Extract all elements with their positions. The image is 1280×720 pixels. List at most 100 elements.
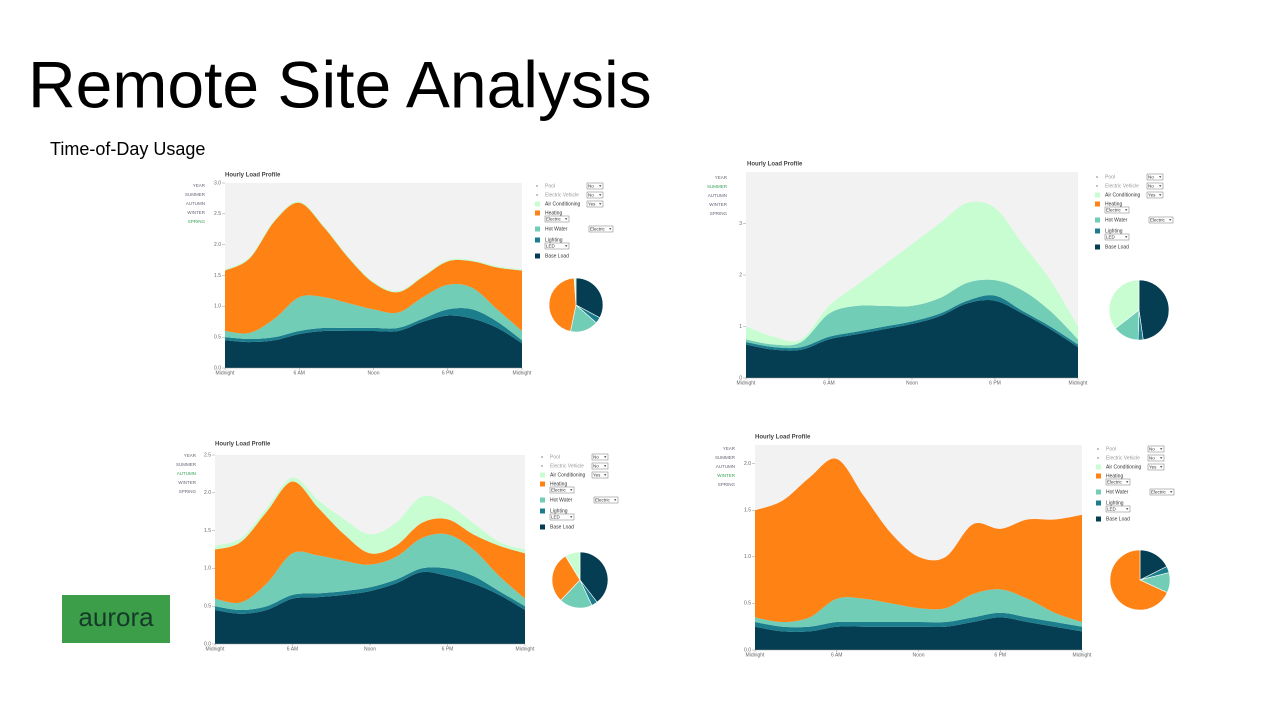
season-option: AUTUMN	[708, 193, 727, 198]
dropdown	[1148, 216, 1174, 224]
legend-marker	[540, 481, 545, 487]
dropdown	[588, 225, 614, 233]
area	[215, 481, 525, 604]
dropdown-arrow	[609, 228, 612, 230]
season-option: YEAR	[193, 183, 206, 188]
dropdown	[586, 191, 604, 199]
dropdown-value: Electric	[1150, 217, 1166, 222]
dropdown	[544, 242, 570, 250]
dropdown	[549, 513, 575, 521]
x-tick-label: Noon	[364, 646, 376, 652]
dropdown-value: LED	[1106, 234, 1116, 239]
chart-title: Hourly Load Profile	[747, 162, 803, 168]
dropdown-value: No	[593, 463, 599, 468]
legend-label: Heating	[1105, 201, 1122, 207]
dropdown	[591, 462, 609, 470]
dropdown	[591, 453, 609, 461]
legend-marker	[536, 185, 538, 187]
legend-marker	[1096, 185, 1098, 187]
area	[746, 201, 1078, 346]
legend-label: Air Conditioning	[1105, 192, 1141, 198]
legend-marker	[540, 497, 545, 503]
y-tick-label: 0.5	[214, 334, 221, 340]
dropdown-value: No	[1149, 455, 1155, 460]
dropdown	[1147, 454, 1165, 462]
x-tick-label: Midnight	[516, 646, 536, 652]
legend-label: Heating	[550, 481, 567, 487]
dropdown	[586, 182, 604, 190]
area	[755, 612, 1082, 632]
dropdown-arrow	[570, 489, 573, 491]
y-tick-label: 1	[739, 324, 742, 330]
legend-marker	[535, 201, 540, 207]
dropdown-value: Yes	[593, 472, 601, 477]
x-tick-label: Midnight	[216, 370, 236, 376]
area	[225, 202, 522, 334]
dropdown	[1147, 445, 1165, 453]
dropdown-value: No	[1148, 174, 1154, 179]
dropdown	[1104, 233, 1130, 241]
dropdown-value: No	[588, 183, 594, 188]
legend-label: Lighting	[550, 508, 568, 514]
legend-label: Lighting	[545, 237, 563, 243]
dropdown-value: LED	[1107, 506, 1117, 511]
x-tick-label: Midnight	[1073, 652, 1093, 658]
x-tick-label: Midnight	[206, 646, 226, 652]
season-option: YEAR	[723, 446, 736, 451]
season-option: WINTER	[717, 473, 735, 478]
y-tick-label: 2.0	[214, 242, 221, 248]
x-tick-label: Midnight	[1069, 380, 1089, 386]
area	[215, 533, 525, 610]
x-tick-label: Noon	[368, 370, 380, 376]
legend-label: Air Conditioning	[1106, 464, 1142, 470]
pie-slice	[579, 551, 609, 603]
legend-marker	[541, 456, 543, 458]
legend-marker	[1096, 516, 1101, 522]
x-tick-label: Noon	[906, 380, 918, 386]
dropdown-value: Electric	[1151, 489, 1167, 494]
legend-label: Hot Water	[1106, 489, 1129, 495]
area	[755, 617, 1082, 650]
dropdown-arrow	[1126, 508, 1129, 510]
area	[215, 571, 525, 644]
area	[225, 308, 522, 344]
pie-slice	[565, 551, 581, 582]
dropdown-value: No	[1148, 183, 1154, 188]
legend-label: Electric Vehicle	[550, 463, 584, 469]
x-tick-label: 6 PM	[442, 646, 454, 652]
season-option: WINTER	[709, 202, 727, 207]
y-tick-label: 0.5	[744, 601, 751, 607]
legend-label: Air Conditioning	[545, 201, 581, 207]
legend-label: Heating	[545, 210, 562, 216]
legend-label: Base Load	[550, 524, 574, 530]
dropdown-value: Yes	[1148, 192, 1156, 197]
area	[215, 567, 525, 614]
legend-label: Pool	[550, 454, 560, 460]
pie-slice	[573, 277, 577, 306]
dropdown-value: Electric	[551, 487, 567, 492]
y-tick-label: 1.5	[214, 273, 221, 279]
y-tick-label: 2.0	[744, 461, 751, 467]
dropdown-value: Electric	[546, 216, 562, 221]
y-tick-label: 0	[739, 375, 742, 381]
x-tick-label: 6 AM	[831, 652, 842, 658]
x-tick-label: 6 PM	[994, 652, 1006, 658]
chart: Hourly Load Profile 0.0 0.5 1.0 1.5 2.0 2.5 Mid…	[176, 442, 619, 652]
dropdown-arrow	[1160, 466, 1163, 468]
dropdown-value: Electric	[595, 497, 611, 502]
season-option: WINTER	[187, 210, 205, 215]
pie-slice	[548, 277, 577, 332]
chart: Hourly Load Profile 0.0 0.5 1.0 1.5 2.0 Midnig…	[715, 435, 1175, 658]
x-tick-label: 6 AM	[294, 370, 305, 376]
legend-label: Heating	[1106, 473, 1123, 479]
legend-marker	[1097, 457, 1099, 459]
chart: Hourly Load Profile 0.0 0.5 1.0 1.5 2.0 2.5 3.0…	[185, 173, 614, 376]
legend-marker	[535, 253, 540, 259]
dropdown-arrow	[1159, 176, 1162, 178]
legend-label: Pool	[545, 183, 555, 189]
chart-title: Hourly Load Profile	[215, 442, 271, 448]
y-tick-label: 1.5	[744, 508, 751, 514]
y-tick-label: 1.0	[214, 304, 221, 310]
dropdown-value: Electric	[590, 226, 606, 231]
